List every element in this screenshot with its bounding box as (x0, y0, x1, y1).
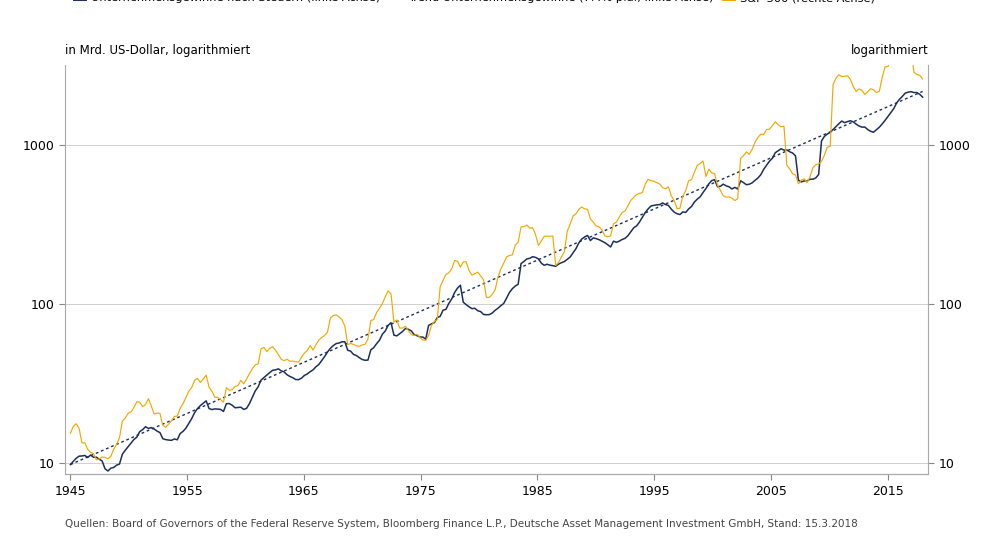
Text: in Mrd. US-Dollar, logarithmiert: in Mrd. US-Dollar, logarithmiert (65, 44, 250, 57)
Text: logarithmiert: logarithmiert (851, 44, 928, 57)
Legend: Unternehmensgewinne nach Steuern (linke Achse), Trend Unternehmensgewinne (7.4% : Unternehmensgewinne nach Steuern (linke … (69, 0, 880, 8)
Text: Quellen: Board of Governors of the Federal Reserve System, Bloomberg Finance L.P: Quellen: Board of Governors of the Feder… (65, 519, 857, 529)
